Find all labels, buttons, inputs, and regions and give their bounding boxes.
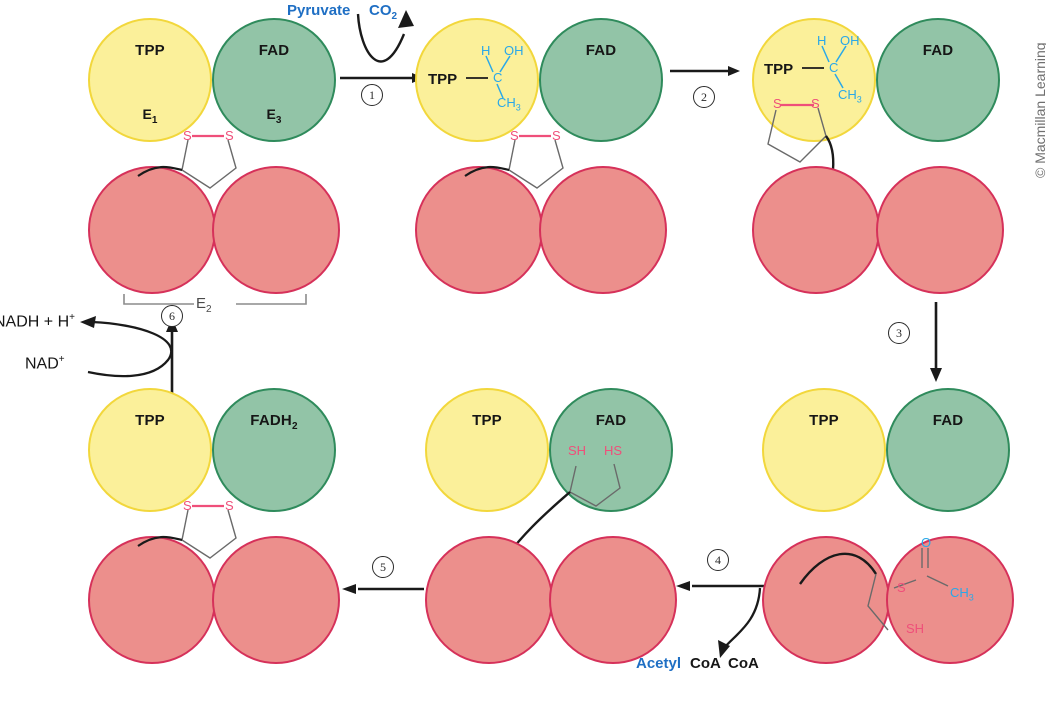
panel-5-thiol-left: SH [568, 443, 587, 458]
panel-4-fad-label: FAD [932, 412, 964, 429]
co2-label: CO2 [369, 2, 398, 22]
panel-6-lipoamide-ring [137, 504, 237, 559]
nad-label: NAD+ [25, 354, 65, 373]
panel-5-fad-label: FAD [595, 412, 627, 429]
panel-1-e1-label: E1 [142, 106, 158, 126]
panel-4-acetyl-methyl: CH3 [950, 585, 974, 603]
panel-1-e3-label: E3 [266, 106, 282, 126]
panel-3-e2-circle-right [876, 166, 1004, 294]
step-3-badge: 3 [888, 322, 910, 344]
panel-3-fad-circle: FAD [876, 18, 1000, 142]
panel-4-tpp-circle: TPP [762, 388, 886, 512]
panel-6-fadh2-label: TPP FADH2 [250, 412, 298, 432]
panel-3-methyl-label: CH3 [838, 87, 862, 105]
panel-4-acetyl-thioester [799, 548, 949, 631]
panel-5-e2-circle-left [425, 536, 553, 664]
panel-2-hydrogen-label: H [481, 43, 491, 58]
acetyl-coa-label: CoA [690, 655, 721, 672]
panel-5-tpp-circle: TPP [425, 388, 549, 512]
panel-3-e2-circle-left [752, 166, 880, 294]
coa-substrate-label: CoA [728, 655, 759, 672]
panel-3-tpp-label: TPP [764, 61, 794, 78]
panel-1-sulfur-left: S [183, 128, 192, 143]
panel-1-tpp-circle: TPP E1 [88, 18, 212, 142]
panel-1-lipoamide-ring [137, 134, 237, 189]
panel-2-e2-circle-left [415, 166, 543, 294]
panel-6-tpp-circle: TPP [88, 388, 212, 512]
panel-4-e2-circle-right [886, 536, 1014, 664]
panel-4-fad-circle: FAD [886, 388, 1010, 512]
panel-3-hydroxyl-label: OH [840, 33, 860, 48]
step-2-arrow [670, 66, 740, 76]
panel-3-sulfur-right: S [811, 96, 820, 111]
panel-5-e2-circle-right [549, 536, 677, 664]
panel-1-fad-circle: FAD E3 [212, 18, 336, 142]
panel-6-e2-circle-left [88, 536, 216, 664]
panel-1-e2-circle-right [212, 166, 340, 294]
panel-1-e2-circle-left [88, 166, 216, 294]
panel-2-lipoamide-ring [464, 134, 564, 189]
step-3-arrow [930, 302, 942, 382]
step-1-arrow [340, 10, 424, 83]
panel-6-tpp-label: TPP [135, 412, 165, 429]
pyruvate-label: Pyruvate [287, 2, 351, 19]
panel-1-sulfur-right: S [225, 128, 234, 143]
panel-2-fad-label: FAD [585, 42, 617, 59]
panel-3-sulfur-left: S [773, 96, 782, 111]
panel-3-bound-group-bonds [802, 45, 847, 89]
panel-6-sulfur-left: S [183, 498, 192, 513]
panel-6-fadh2-circle: TPP FADH2 [212, 388, 336, 512]
panel-4-thioester-sulfur: S [897, 580, 906, 595]
acetyl-label: Acetyl [636, 655, 682, 672]
panel-5-thiol-right: HS [604, 443, 623, 458]
panel-2-e2-circle-right [539, 166, 667, 294]
step-6-nadh-arrowhead [80, 316, 96, 328]
panel-5-tpp-label: TPP [472, 412, 502, 429]
panel-2-bound-group-bonds [466, 55, 511, 99]
panel-3-hydrogen-label: H [817, 33, 827, 48]
panel-1-tpp-label: TPP [135, 42, 165, 59]
step-6-badge: 6 [161, 305, 183, 327]
panel-6-e2-circle-right [212, 536, 340, 664]
copyright-notice: © Macmillan Learning [1032, 42, 1046, 178]
panel-2-sulfur-right: S [552, 128, 561, 143]
step-1-badge: 1 [361, 84, 383, 106]
step-5-arrow [342, 584, 424, 594]
panel-3-fad-label: FAD [922, 42, 954, 59]
panel-1-fad-label: FAD [258, 42, 290, 59]
nadh-label: NADH + H+ [0, 312, 75, 331]
panel-2-carbon-label: C [493, 70, 503, 85]
panel-3-carbon-label: C [829, 60, 839, 75]
step-2-badge: 2 [693, 86, 715, 108]
panel-2-methyl-label: CH3 [497, 95, 521, 113]
panel-4-free-thiol: SH [906, 621, 925, 636]
panel-2-sulfur-left: S [510, 128, 519, 143]
panel-2-fad-circle: FAD [539, 18, 663, 142]
step-4-badge: 4 [707, 549, 729, 571]
e2-bracket-label: E2 [196, 295, 212, 315]
panel-2-tpp-label: TPP [428, 71, 458, 88]
panel-4-carbonyl-oxygen: O [921, 535, 932, 550]
e2-bracket [123, 294, 307, 305]
step-5-badge: 5 [372, 556, 394, 578]
panel-2-hydroxyl-label: OH [504, 43, 524, 58]
panel-6-sulfur-right: S [225, 498, 234, 513]
panel-4-tpp-label: TPP [809, 412, 839, 429]
panel-2-tpp-circle [415, 18, 539, 142]
